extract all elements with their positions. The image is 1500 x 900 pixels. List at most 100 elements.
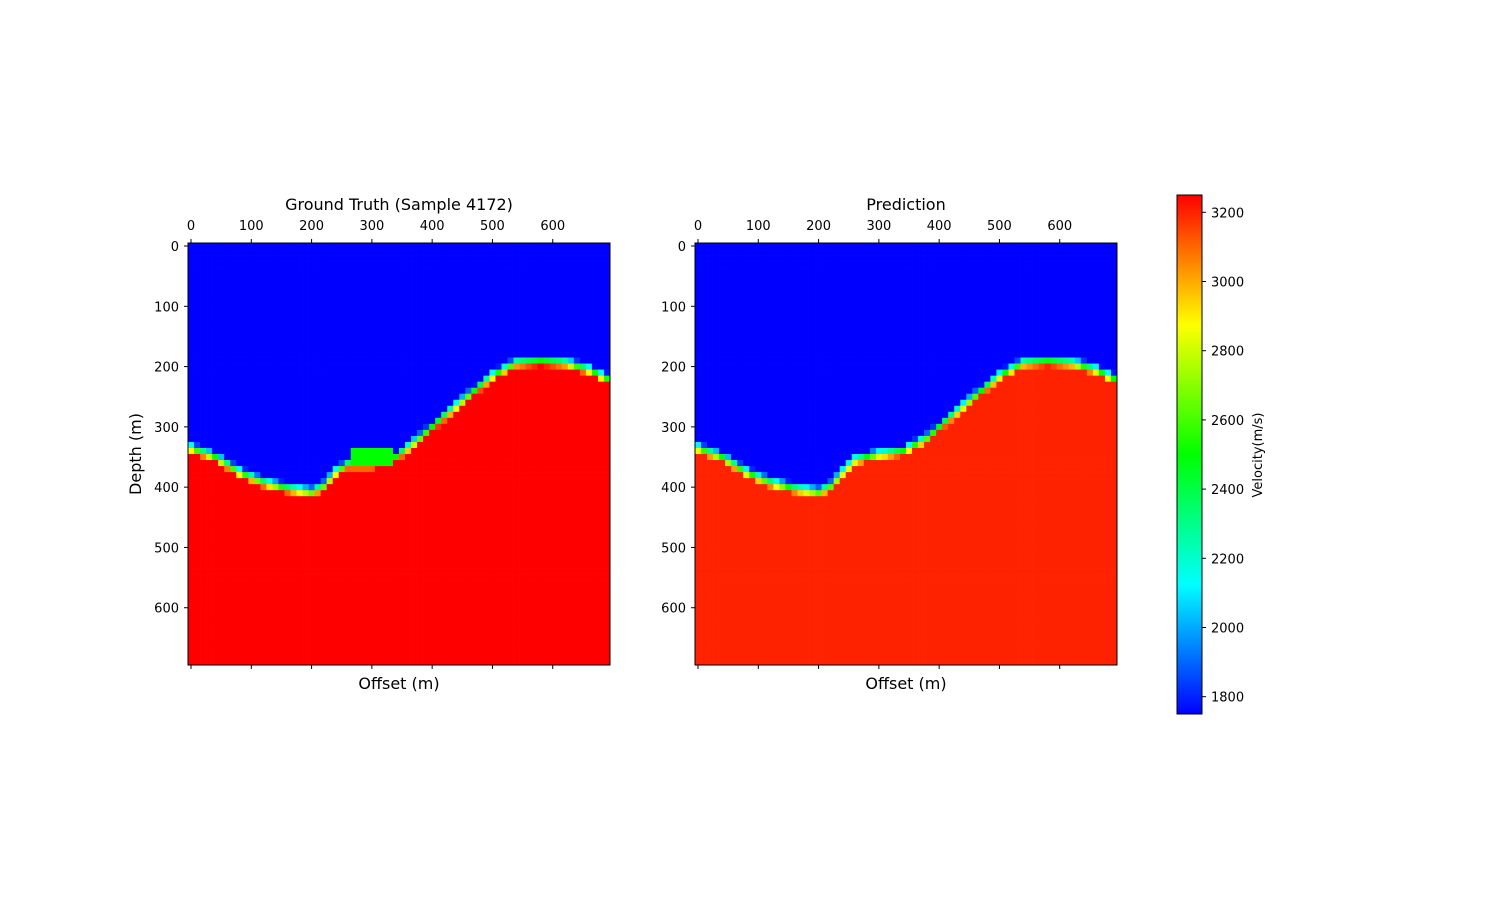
heatmap-cell: [423, 616, 430, 624]
heatmap-cell: [278, 333, 285, 340]
heatmap-cell: [206, 321, 213, 328]
heatmap-cell: [579, 502, 587, 509]
heatmap-cell: [188, 646, 195, 654]
heatmap-cell: [230, 550, 237, 557]
heatmap-cell: [326, 550, 334, 557]
heatmap-cell: [531, 652, 539, 660]
heatmap-cell: [212, 574, 219, 581]
heatmap-cell: [290, 411, 297, 419]
heatmap-cell: [296, 381, 303, 389]
heatmap-cell: [399, 309, 406, 316]
heatmap-cell: [236, 592, 243, 600]
heatmap-cell: [501, 339, 508, 346]
heatmap-cell: [435, 508, 442, 515]
heatmap-cell: [459, 604, 466, 612]
heatmap-cell: [447, 502, 454, 509]
heatmap-cell: [386, 592, 394, 600]
heatmap-cell: [555, 243, 563, 250]
heatmap-cell: [392, 508, 400, 515]
heatmap-cell: [392, 496, 400, 503]
heatmap-cell: [290, 285, 297, 292]
heatmap-cell: [284, 574, 291, 581]
heatmap-cell: [194, 466, 201, 473]
heatmap-cell: [579, 574, 587, 581]
heatmap-cell: [308, 255, 315, 262]
heatmap-cell: [447, 273, 454, 280]
heatmap-cell: [368, 538, 376, 545]
heatmap-cell: [212, 526, 219, 533]
heatmap-cell: [537, 303, 545, 310]
heatmap-cell: [314, 315, 321, 322]
heatmap-cell: [194, 339, 201, 346]
heatmap-cell: [356, 387, 364, 395]
heatmap-cell: [857, 243, 865, 250]
heatmap-cell: [320, 508, 328, 515]
heatmap-cell: [435, 532, 442, 539]
heatmap-cell: [537, 586, 545, 594]
heatmap-cell: [555, 429, 563, 437]
heatmap-cell: [218, 454, 225, 461]
heatmap-cell: [314, 333, 321, 340]
heatmap-cell: [573, 562, 581, 569]
heatmap-cell: [272, 634, 279, 642]
heatmap-cell: [206, 484, 213, 491]
heatmap-cell: [278, 423, 285, 431]
heatmap-cell: [350, 484, 358, 491]
heatmap-cell: [254, 297, 261, 304]
heatmap-cell: [483, 616, 490, 624]
heatmap-cell: [489, 580, 496, 587]
heatmap-cell: [465, 454, 472, 461]
heatmap-cell: [519, 291, 526, 298]
heatmap-cell: [278, 544, 285, 551]
heatmap-cell: [344, 472, 352, 479]
heatmap-cell: [200, 411, 207, 419]
heatmap-cell: [248, 333, 255, 340]
heatmap-cell: [579, 279, 587, 286]
heatmap-cell: [603, 315, 611, 322]
heatmap-cell: [567, 363, 575, 370]
heatmap-cell: [507, 592, 514, 600]
heatmap-cell: [362, 255, 370, 262]
heatmap-cell: [314, 291, 321, 298]
heatmap-cell: [579, 634, 587, 642]
heatmap-cell: [284, 333, 291, 340]
heatmap-cell: [236, 532, 243, 539]
heatmap-cell: [368, 586, 376, 594]
heatmap-cell: [188, 568, 195, 575]
heatmap-cell: [507, 556, 514, 563]
heatmap-cell: [579, 357, 587, 364]
heatmap-cell: [374, 628, 382, 636]
heatmap-cell: [200, 441, 207, 449]
heatmap-cell: [423, 466, 430, 473]
heatmap-cell: [513, 538, 520, 545]
heatmap-cell: [380, 267, 388, 274]
heatmap-cell: [332, 369, 340, 376]
prediction-panel: Prediction 0 100 200 300 400 500 6000100200300…: [661, 195, 1118, 693]
heatmap-cell: [296, 285, 303, 292]
heatmap-cell: [411, 490, 418, 497]
heatmap-cell: [453, 568, 460, 575]
heatmap-cell: [248, 351, 255, 358]
heatmap-cell: [272, 628, 279, 636]
heatmap-cell: [429, 279, 436, 286]
heatmap-cell: [380, 291, 388, 298]
heatmap-cell: [423, 622, 430, 630]
heatmap-cell: [465, 375, 472, 383]
heatmap-cell: [591, 357, 599, 364]
heatmap-cell: [272, 514, 279, 521]
heatmap-cell: [429, 339, 436, 346]
heatmap-cell: [489, 357, 496, 364]
heatmap-cell: [591, 267, 599, 274]
heatmap-cell: [411, 369, 418, 376]
heatmap-cell: [188, 502, 195, 509]
heatmap-cell: [543, 333, 551, 340]
heatmap-cell: [507, 351, 514, 358]
heatmap-cell: [266, 273, 273, 280]
heatmap-cell: [405, 460, 412, 467]
heatmap-cell: [411, 351, 418, 358]
heatmap-cell: [362, 466, 370, 473]
heatmap-cell: [453, 622, 460, 630]
heatmap-cell: [392, 622, 400, 630]
heatmap-cell: [597, 261, 605, 268]
